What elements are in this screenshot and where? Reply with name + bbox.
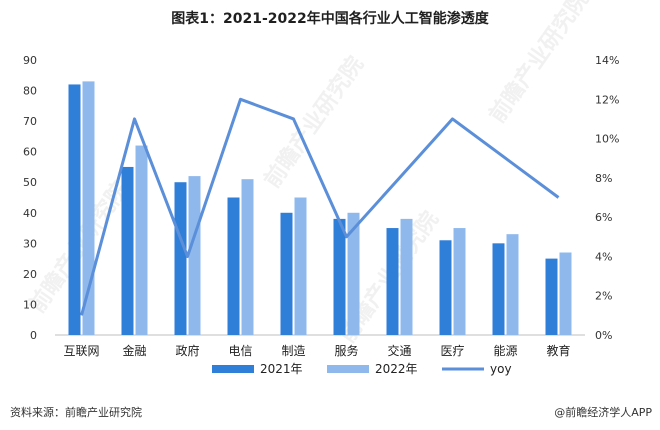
y-left-tick-label: 0: [30, 329, 37, 342]
bar-series-1: [280, 212, 293, 335]
bar-series-1: [545, 258, 558, 335]
x-tick-label: 教育: [546, 343, 570, 358]
y-right-tick-label: 8%: [595, 172, 612, 185]
bar-series-1: [121, 166, 134, 335]
bar-series-2: [82, 81, 95, 335]
legend-label: 2021年: [260, 362, 303, 376]
x-tick-label: 制造: [281, 344, 305, 358]
y-right-tick-label: 12%: [595, 93, 619, 106]
y-left-tick-label: 60: [23, 146, 37, 159]
legend-label: yoy: [490, 362, 512, 376]
y-right-tick-label: 2%: [595, 290, 612, 303]
y-left-tick-label: 20: [23, 268, 37, 281]
bar-series-2: [506, 234, 519, 335]
line-series-yoy: [80, 97, 560, 316]
bar-series-1: [227, 197, 240, 335]
y-right-tick-label: 14%: [595, 54, 619, 67]
y-left-tick-label: 90: [23, 54, 37, 67]
bar-series-2: [135, 145, 148, 335]
x-tick-label: 电信: [228, 344, 252, 358]
y-right-tick-label: 4%: [595, 250, 612, 263]
y-right-tick-label: 0%: [595, 329, 612, 342]
bar-series-1: [439, 240, 452, 335]
y-right-tick-label: 10%: [595, 133, 619, 146]
y-right-tick-label: 6%: [595, 211, 612, 224]
bar-series-1: [68, 84, 81, 335]
x-tick-label: 政府: [175, 343, 199, 358]
bar-series-1: [386, 228, 399, 335]
bar-series-1: [492, 243, 505, 335]
chart-title: 图表1：2021-2022年中国各行业人工智能渗透度: [171, 11, 489, 27]
x-tick-label: 金融: [122, 343, 146, 358]
x-tick-label: 互联网: [63, 344, 99, 358]
y-left-tick-label: 10: [23, 298, 37, 311]
bar-series-1: [333, 218, 346, 335]
bar-series-2: [294, 197, 307, 335]
x-tick-label: 能源: [493, 344, 517, 358]
bar-series-2: [347, 212, 360, 335]
legend-swatch: [327, 365, 369, 373]
source-note: 资料来源：前瞻产业研究院: [10, 406, 142, 419]
bar-series-2: [559, 252, 572, 335]
y-left-tick-label: 30: [23, 237, 37, 250]
x-tick-label: 服务: [334, 343, 358, 358]
legend-label: 2022年: [375, 362, 418, 376]
bar-series-2: [241, 179, 254, 335]
bar-series-1: [174, 182, 187, 335]
bar-series-2: [453, 228, 466, 335]
y-left-tick-label: 50: [23, 176, 37, 189]
bar-series-2: [188, 176, 201, 335]
legend-swatch: [212, 365, 254, 373]
x-tick-label: 医疗: [440, 344, 464, 358]
y-left-tick-label: 40: [23, 207, 37, 220]
y-left-tick-label: 70: [23, 115, 37, 128]
bar-series-2: [400, 218, 413, 335]
y-left-tick-label: 80: [23, 85, 37, 98]
x-tick-label: 交通: [387, 343, 411, 358]
credit-text: @前瞻经济学人APP: [554, 406, 652, 419]
